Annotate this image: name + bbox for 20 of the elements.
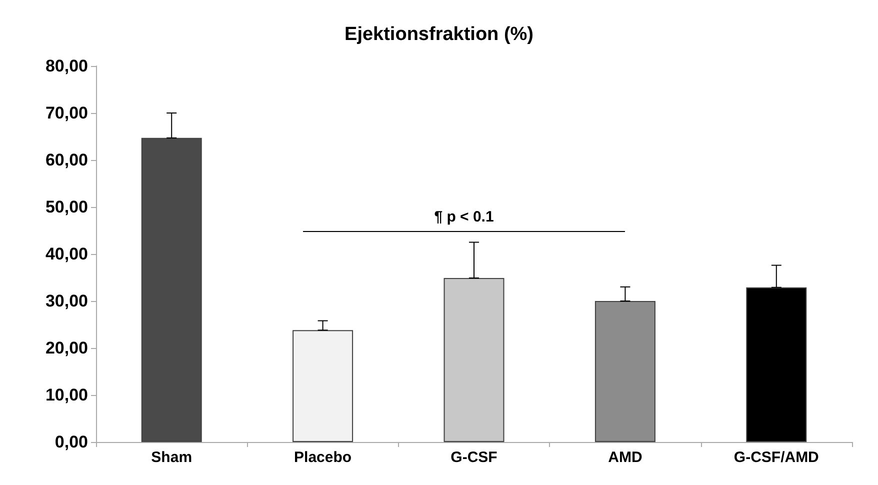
- y-tick-label: 20,00: [45, 338, 88, 358]
- y-tick-label: 50,00: [45, 198, 88, 216]
- y-tick-label: 0,00: [54, 432, 88, 452]
- x-tick-label: AMD: [608, 449, 642, 466]
- y-tick-label: 60,00: [45, 150, 88, 170]
- y-tick-label: 80,00: [45, 56, 88, 76]
- y-tick-label: 40,00: [45, 244, 88, 264]
- bar: [594, 301, 656, 442]
- y-tick-label: 30,00: [45, 292, 88, 310]
- x-tick-label: G-CSF/AMD: [734, 449, 820, 466]
- bar: [444, 278, 504, 442]
- bar: [292, 330, 354, 442]
- x-tick-label: G-CSF: [450, 449, 498, 466]
- x-tick-label: Sham: [151, 449, 192, 466]
- chart-title: Ejektionsfraktion (%): [344, 24, 534, 45]
- y-tick-label: 10,00: [45, 386, 88, 404]
- x-tick-label: Placebo: [294, 449, 352, 466]
- y-tick-label: 70,00: [45, 104, 88, 122]
- bar: [141, 138, 202, 442]
- annotation: ¶ p < 0.1: [434, 208, 494, 226]
